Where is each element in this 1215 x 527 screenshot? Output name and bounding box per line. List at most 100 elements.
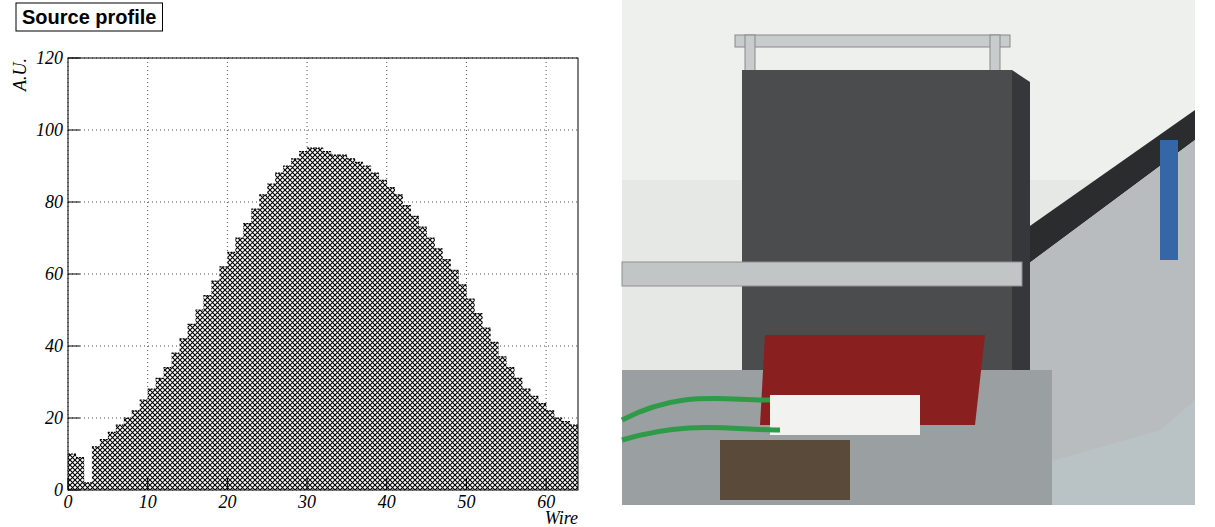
bar [506,368,514,490]
y-tick-label: 0 [54,480,63,500]
bar [116,425,124,490]
y-tick-label: 80 [45,192,63,212]
bar-top [371,173,379,174]
bar [371,173,379,490]
bar-top [355,162,363,163]
bar [196,310,204,490]
bar-top [156,378,164,379]
bar-top [554,417,562,418]
bar-top [259,194,267,195]
bar [490,342,498,490]
bar [211,281,219,490]
bar [554,418,562,490]
bar-top [387,187,395,188]
y-tick-label: 20 [45,408,63,428]
bars [68,148,578,490]
bar-top [323,151,331,152]
y-tick-label: 120 [36,48,63,68]
bar-top [188,324,196,325]
bar [188,324,196,490]
bar-top [498,356,506,357]
x-tick-label: 30 [297,492,316,512]
bar [522,389,530,490]
bar [315,148,323,490]
bar [498,357,506,490]
bar [267,184,275,490]
bar-top [124,417,132,418]
bar-top [251,209,259,210]
y-tick [68,490,80,491]
grid-y [68,130,578,131]
bar [482,328,490,490]
bar [92,447,100,490]
y-tick-label: 40 [45,336,63,356]
bar-top [267,183,275,184]
x-tick [546,478,547,490]
bar-top [100,439,108,440]
bar-top [427,237,435,238]
handle-left [745,35,755,75]
x-tick-label: 20 [218,492,236,512]
bar-top [538,403,546,404]
bar-top [84,482,92,483]
bar-top [235,237,243,238]
bar [363,166,371,490]
frame [68,58,578,490]
y-tick [68,346,80,347]
bar-top [211,281,219,282]
bar [339,155,347,490]
bar [379,180,387,490]
bar-top [172,353,180,354]
bar-top [522,389,530,390]
x-tick [386,478,387,490]
bar [427,238,435,490]
bar [323,152,331,490]
bar [235,238,243,490]
title-box [16,3,162,31]
bar-top [283,165,291,166]
bar-top [315,147,323,148]
bar-top [291,158,299,159]
bar [108,432,116,490]
bar-top [219,266,227,267]
bar-top [443,259,451,260]
bar-top [339,155,347,156]
bar-top [474,313,482,314]
bar-top [562,421,570,422]
bar [84,483,92,490]
bar [132,411,140,490]
bar [538,404,546,490]
lead-side [1012,70,1030,372]
bar-top [299,151,307,152]
bar [140,400,148,490]
bar-top [140,399,148,400]
bar-top [490,342,498,343]
bar [243,224,251,490]
handle [735,35,1010,47]
cables [622,398,780,440]
bar [570,425,578,490]
bar [546,411,554,490]
x-tick [466,478,467,490]
bar [124,418,132,490]
bar [466,299,474,490]
bar [275,173,283,490]
bar [164,368,172,490]
bar [355,162,363,490]
bracket [622,262,1022,286]
bar [259,195,267,490]
bar-top [546,410,554,411]
bar-top [68,453,76,454]
y-tick-label: 100 [36,120,63,140]
y-tick [68,202,80,203]
bar-top [76,457,84,458]
bar [68,454,76,490]
bar-top [180,338,188,339]
y-tick [68,130,80,131]
bar-top [275,173,283,174]
bar [347,159,355,490]
bar [180,339,188,490]
bar-top [164,367,172,368]
bar [451,270,459,490]
x-tick-label: 50 [457,492,475,512]
